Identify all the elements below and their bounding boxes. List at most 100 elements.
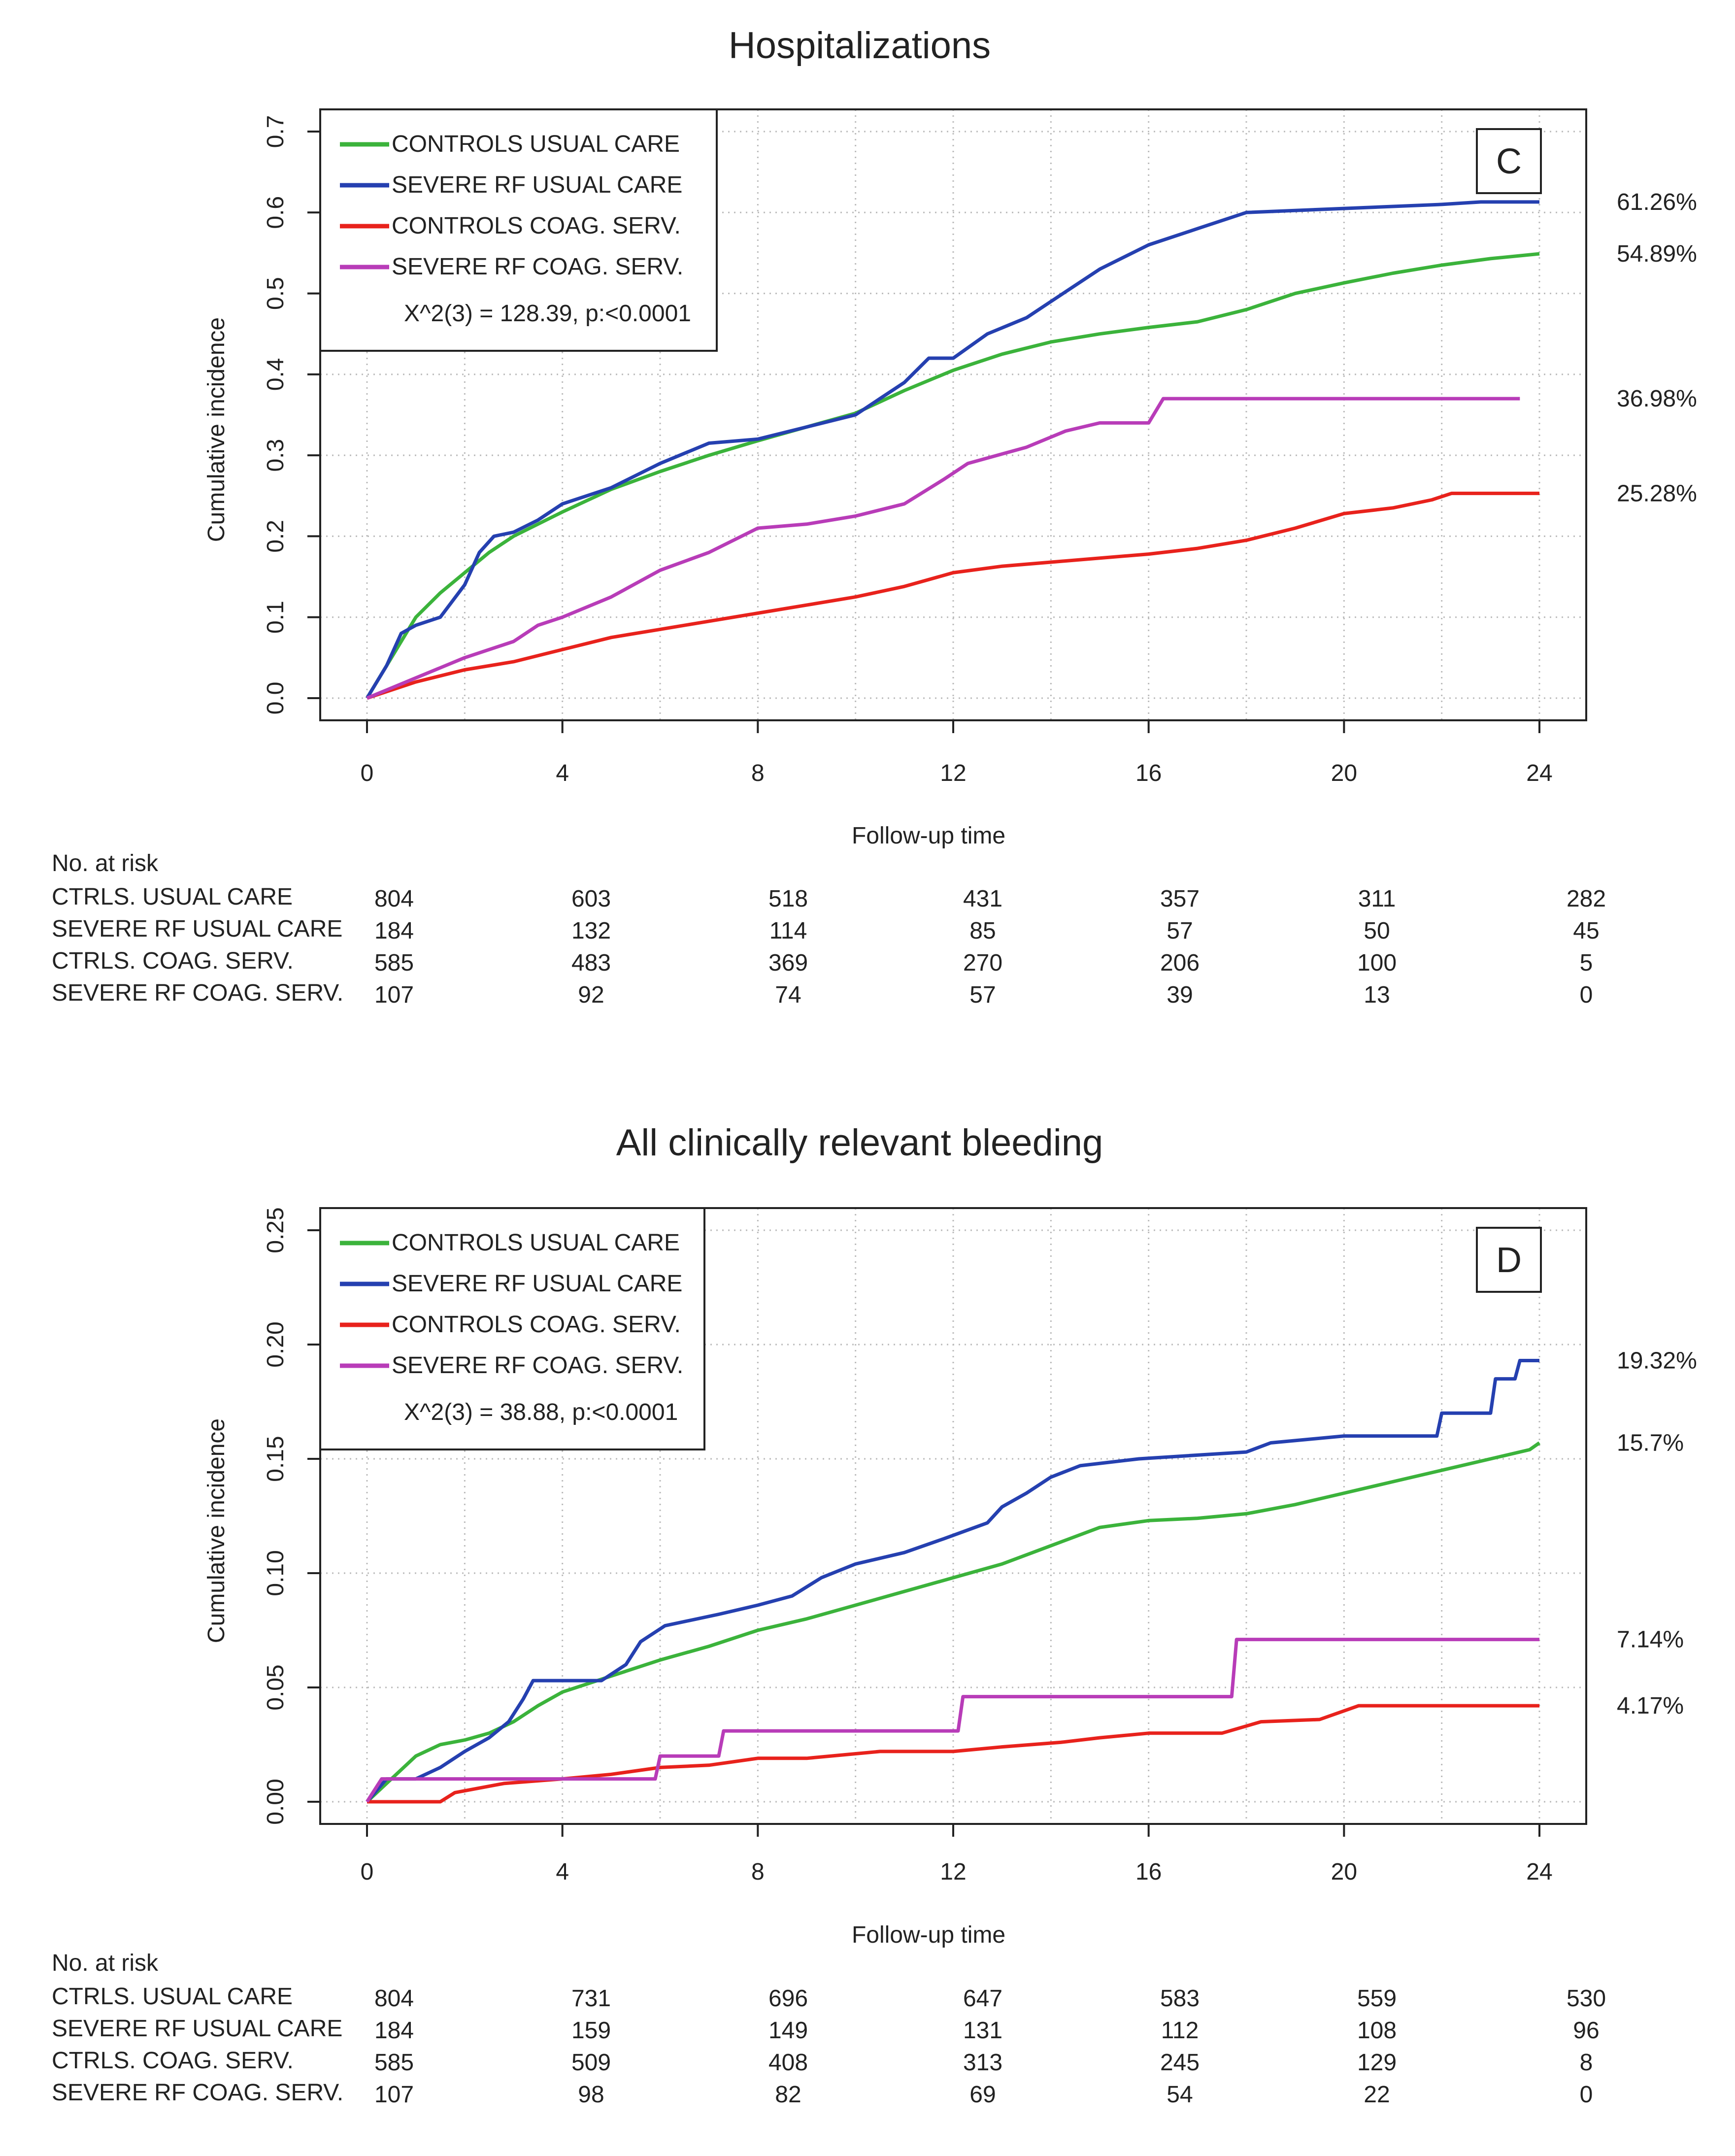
risk-table-cell: 107: [374, 982, 414, 1008]
risk-table-row-label: CTRLS. COAG. SERV.: [52, 948, 294, 974]
risk-table-cell: 159: [571, 2018, 611, 2044]
x-tick-label: 8: [751, 760, 765, 786]
y-tick-label: 0.00: [263, 1779, 289, 1824]
x-tick-label: 0: [361, 760, 374, 786]
risk-table-cell: 696: [768, 1986, 808, 2012]
y-tick-label: 0.20: [263, 1321, 289, 1367]
y-tick-label: 0.3: [263, 439, 289, 472]
legend-label: CONTROLS COAG. SERV.: [392, 1312, 681, 1338]
risk-table-cell: 8: [1580, 2050, 1593, 2076]
x-tick-label: 12: [940, 760, 966, 786]
y-tick-label: 0.05: [263, 1664, 289, 1710]
risk-table-cell: 114: [769, 918, 807, 944]
risk-table-cell: 57: [969, 982, 996, 1008]
risk-table-cell: 804: [374, 1986, 414, 2012]
risk-table-cell: 585: [374, 2050, 414, 2076]
risk-table-cell: 100: [1357, 950, 1397, 976]
risk-table-cell: 559: [1357, 1986, 1397, 2012]
risk-table-cell: 804: [374, 886, 414, 912]
risk-table-cell: 0: [1580, 982, 1593, 1008]
risk-table-cell: 96: [1573, 2018, 1599, 2044]
risk-table-cell: 74: [775, 982, 801, 1008]
risk-table-cell: 184: [374, 2018, 414, 2044]
risk-table-cell: 245: [1160, 2050, 1200, 2076]
risk-table-cell: 647: [963, 1986, 1002, 2012]
risk-table-cell: 131: [963, 2018, 1002, 2044]
chi-square-stat: X^2(3) = 38.88, p:<0.0001: [404, 1399, 678, 1425]
chart-panel-c: Hospitalizations 0 4 8 12 16 20 24 0.0 0.1 0.2 0.3 0…: [52, 25, 1697, 1008]
series-line-controls-usual-care: [366, 1441, 1541, 1803]
risk-table-cell: 483: [571, 950, 611, 976]
x-tick-label: 16: [1135, 760, 1162, 786]
legend-label: SEVERE RF COAG. SERV.: [392, 1352, 683, 1379]
y-tick-label: 0.1: [263, 601, 289, 634]
panel-letter-box: [1476, 128, 1542, 194]
x-tick-label: 24: [1526, 1859, 1552, 1885]
risk-table-header: No. at risk: [52, 1950, 159, 1976]
series-line-severe-rf-usual-care: [366, 200, 1539, 699]
y-tick-label: 0.5: [263, 277, 289, 310]
series-line-severe-rf-usual-care: [366, 1359, 1539, 1803]
risk-table-cell: 107: [374, 2082, 414, 2108]
y-axis-title: Cumulative incidence: [203, 1418, 230, 1643]
y-tick-label: 0.15: [263, 1436, 289, 1482]
risk-table-cell: 184: [374, 918, 414, 944]
risk-table-cell: 583: [1160, 1986, 1200, 2012]
end-value-label: 4.17%: [1617, 1693, 1684, 1719]
risk-table-cell: 112: [1161, 2018, 1199, 2044]
risk-table-row-label: CTRLS. USUAL CARE: [52, 1984, 293, 2010]
legend-label: SEVERE RF USUAL CARE: [392, 1271, 682, 1297]
risk-table-cell: 731: [571, 1986, 611, 2012]
x-axis-title: Follow-up time: [852, 823, 1005, 849]
risk-table-cell: 0: [1580, 2082, 1593, 2108]
risk-table-cell: 603: [571, 886, 611, 912]
x-tick-label: 20: [1331, 760, 1357, 786]
end-value-label: 7.14%: [1617, 1627, 1684, 1653]
panel-letter: C: [1496, 142, 1522, 181]
chart-panel-d: All clinically relevant bleeding 0 4 8 12 16 2…: [52, 1122, 1697, 2108]
risk-table-cell: 129: [1357, 2050, 1397, 2076]
y-tick-label: 0.4: [263, 358, 289, 391]
risk-table-cell: 85: [969, 918, 996, 944]
risk-table-cell: 13: [1364, 982, 1390, 1008]
end-value-label: 15.7%: [1617, 1430, 1684, 1456]
risk-table-cell: 45: [1573, 918, 1599, 944]
end-value-label: 19.32%: [1617, 1348, 1697, 1374]
end-value-label: 36.98%: [1617, 386, 1697, 412]
risk-table-cell: 530: [1567, 1986, 1606, 2012]
risk-table-row-label: SEVERE RF USUAL CARE: [52, 2016, 342, 2042]
y-axis-title: Cumulative incidence: [203, 317, 230, 542]
risk-table-cell: 69: [969, 2082, 996, 2108]
risk-table-cell: 270: [963, 950, 1002, 976]
y-tick-label: 0.6: [263, 196, 289, 229]
risk-table-row-label: SEVERE RF USUAL CARE: [52, 916, 342, 942]
x-tick-label: 12: [940, 1859, 966, 1885]
risk-table-cell: 408: [768, 2050, 808, 2076]
series-line-controls-coag-serv: [367, 1704, 1539, 1804]
x-tick-label: 20: [1331, 1859, 1357, 1885]
end-value-label: 25.28%: [1617, 480, 1697, 506]
risk-table-cell: 98: [578, 2082, 604, 2108]
risk-table-cell: 5: [1580, 950, 1593, 976]
risk-table-cell: 82: [775, 2082, 801, 2108]
x-tick-label: 4: [556, 1859, 569, 1885]
risk-table-cell: 311: [1358, 886, 1396, 912]
legend-label: CONTROLS USUAL CARE: [392, 1230, 680, 1256]
legend-box: [319, 108, 718, 352]
series-line-controls-coag-serv: [366, 491, 1539, 700]
series-line-severe-rf-coag-serv: [366, 397, 1520, 700]
legend-label: SEVERE RF COAG. SERV.: [392, 254, 683, 280]
risk-table-cell: 132: [571, 918, 611, 944]
y-tick-label: 0.10: [263, 1550, 289, 1596]
y-tick-label: 0.7: [263, 115, 289, 148]
chi-square-stat: X^2(3) = 128.39, p:<0.0001: [404, 301, 691, 327]
y-tick-label: 0.25: [263, 1207, 289, 1253]
risk-table-row-label: CTRLS. USUAL CARE: [52, 884, 293, 910]
legend-label: CONTROLS USUAL CARE: [392, 131, 680, 157]
risk-table-cell: 357: [1160, 886, 1200, 912]
end-value-label: 54.89%: [1617, 241, 1697, 267]
legend-label: SEVERE RF USUAL CARE: [392, 172, 682, 198]
panel-letter: D: [1496, 1241, 1522, 1280]
panel-letter-box: [1476, 1227, 1542, 1293]
risk-table-cell: 518: [768, 886, 808, 912]
